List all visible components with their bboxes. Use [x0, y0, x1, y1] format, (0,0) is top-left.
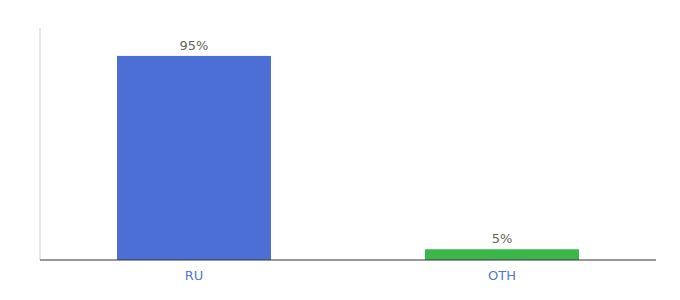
x-axis-line: [40, 260, 656, 261]
data-label: 95%: [180, 38, 209, 53]
data-label: 5%: [492, 231, 513, 246]
bars: [117, 56, 579, 260]
x-tick-label: RU: [185, 268, 204, 283]
x-tick-label: OTH: [488, 268, 516, 283]
bar: [425, 249, 579, 260]
y-axis-line: [40, 28, 41, 260]
chart-container: RU OTH 95% 5%: [0, 0, 680, 300]
bar: [117, 56, 271, 260]
chart-svg: RU OTH 95% 5%: [0, 0, 680, 300]
